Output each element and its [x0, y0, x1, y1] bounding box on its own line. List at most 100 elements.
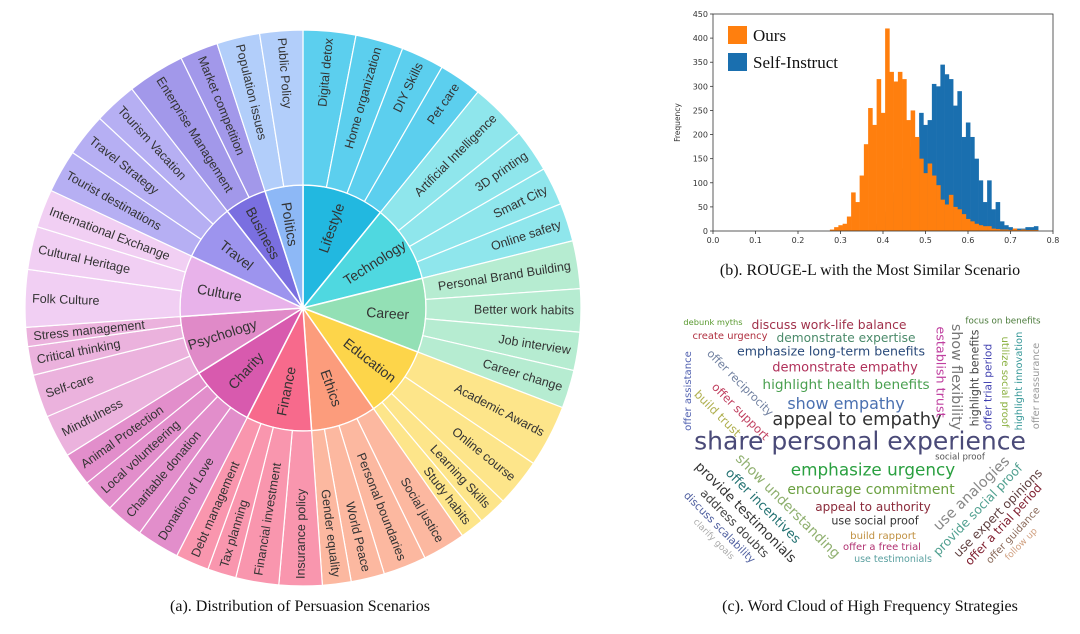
x-tick-label: 0.0	[707, 236, 720, 245]
leaf-label: Public Policy	[275, 37, 295, 109]
leaf-public-policy	[258, 29, 304, 188]
leaf-label: Folk Culture	[32, 292, 100, 308]
word: highlight health benefits	[762, 377, 930, 394]
word: offer a trial period	[962, 480, 1045, 569]
hist-bar-ours	[910, 110, 916, 231]
hist-bar-self-instruct	[978, 180, 984, 231]
hist-bar-ours	[919, 158, 924, 231]
caption-b: (b). ROUGE-L with the Most Similar Scena…	[719, 262, 1021, 279]
category-label: Politics	[278, 201, 301, 247]
leaf-label: Insurance policy	[294, 488, 309, 579]
word: demonstrate empathy	[772, 360, 918, 376]
word: use expert opinions	[950, 465, 1046, 561]
word: appeal to authority	[815, 499, 931, 514]
sunburst-chart: Digital detox Home organization DIY Skills…	[24, 29, 582, 587]
hist-bar-self-instruct	[936, 86, 941, 231]
y-tick-label: 250	[693, 106, 708, 115]
hist-bar-self-instruct	[1029, 227, 1035, 231]
word: use social proof	[831, 514, 919, 528]
word: utilize social proof	[999, 336, 1011, 428]
hist-bar-ours	[829, 229, 835, 231]
hist-bar-ours	[974, 223, 979, 231]
hist-bar-ours	[927, 163, 933, 231]
hist-bar-self-instruct	[1004, 225, 1009, 231]
category-label: Career	[366, 304, 410, 323]
hist-bar-ours	[893, 81, 899, 231]
word: offer assistance	[682, 351, 694, 431]
hist-bar-ours	[940, 199, 945, 231]
caption-c: (c). Word Cloud of High Frequency Strate…	[722, 598, 1018, 615]
y-tick-label: 200	[693, 131, 708, 140]
hist-bar-self-instruct	[999, 221, 1005, 231]
hist-bar-ours	[999, 229, 1005, 231]
word: offer a free trial	[843, 542, 921, 554]
hist-bar-ours	[944, 204, 950, 231]
hist-bar-ours	[838, 225, 843, 231]
hist-bar-ours	[885, 28, 890, 231]
hist-bar-ours	[834, 227, 839, 231]
y-tick-label: 450	[693, 10, 708, 19]
x-tick-label: 0.7	[1004, 236, 1017, 245]
word: show empathy	[787, 394, 905, 414]
rouge-histogram: 0.0 0.1 0.2 0.3 0.4 0.5 0.6 0.7 0.8 0 50 100 150 200 2…	[673, 10, 1059, 245]
word: offer support	[709, 379, 773, 443]
hist-bar-self-instruct	[961, 136, 967, 231]
hist-bar-self-instruct	[987, 180, 992, 231]
hist-bar-self-instruct	[940, 64, 945, 231]
word: highlight benefits	[968, 329, 982, 427]
y-axis-label: Frequency	[673, 103, 682, 142]
hist-bar-ours	[970, 221, 975, 231]
hist-bar-ours	[872, 124, 877, 231]
leaf-label: Better work habits	[474, 302, 574, 317]
word: highlight innovation	[1014, 331, 1026, 431]
hist-bar-self-instruct	[965, 122, 971, 231]
hist-bar-self-instruct	[974, 158, 979, 231]
word: debunk myths	[683, 316, 743, 327]
leaf-label: Digital detox	[315, 37, 336, 108]
word: show understanding	[732, 450, 844, 562]
y-tick-label: 300	[693, 82, 708, 91]
hist-bar-ours	[897, 71, 903, 231]
y-tick-label: 50	[698, 203, 708, 212]
word: offer incentives	[722, 465, 804, 547]
word: demonstrate expertise	[776, 330, 916, 345]
hist-bar-ours	[961, 214, 967, 231]
word: create urgency	[692, 331, 768, 343]
hist-bar-self-instruct	[1016, 228, 1022, 231]
word: establish trust	[932, 326, 948, 418]
hist-bar-ours	[1008, 230, 1013, 231]
hist-bar-self-instruct	[1008, 227, 1013, 231]
word: follow up	[1003, 526, 1040, 563]
hist-bar-ours	[876, 79, 882, 231]
hist-bar-ours	[906, 120, 911, 231]
word: discuss work-life balance	[751, 317, 907, 332]
word: address doubts	[697, 486, 772, 561]
hist-bar-self-instruct	[931, 83, 937, 231]
hist-bar-ours	[1016, 230, 1022, 231]
legend-swatch	[728, 26, 747, 44]
hist-bar-ours	[1004, 229, 1009, 231]
hist-bar-ours	[1029, 230, 1035, 231]
x-tick-label: 0.6	[962, 236, 975, 245]
word: appeal to empathy	[772, 409, 942, 431]
y-tick-label: 150	[693, 155, 708, 164]
hist-bar-ours	[965, 218, 971, 231]
hist-bar-self-instruct	[995, 202, 1001, 231]
hist-bar-ours	[842, 223, 848, 231]
hist-bar-ours	[995, 229, 1001, 231]
x-tick-label: 0.4	[877, 236, 890, 245]
hist-bar-ours	[855, 202, 860, 231]
word: use testimonials	[854, 554, 932, 566]
word: encourage commitment	[787, 482, 955, 499]
caption-a: (a). Distribution of Persuasion Scenario…	[170, 598, 430, 615]
hist-bar-self-instruct	[953, 105, 958, 231]
hist-bar-self-instruct	[1025, 227, 1030, 231]
hist-bar-ours	[936, 185, 941, 231]
x-tick-label: 0.1	[749, 236, 762, 245]
hist-bar-ours	[1025, 230, 1030, 231]
hist-bar-ours	[902, 79, 907, 231]
hist-bar-ours	[851, 192, 856, 231]
hist-bar-self-instruct	[1033, 226, 1039, 231]
x-tick-label: 0.5	[919, 236, 932, 245]
word: build rapport	[850, 530, 916, 542]
